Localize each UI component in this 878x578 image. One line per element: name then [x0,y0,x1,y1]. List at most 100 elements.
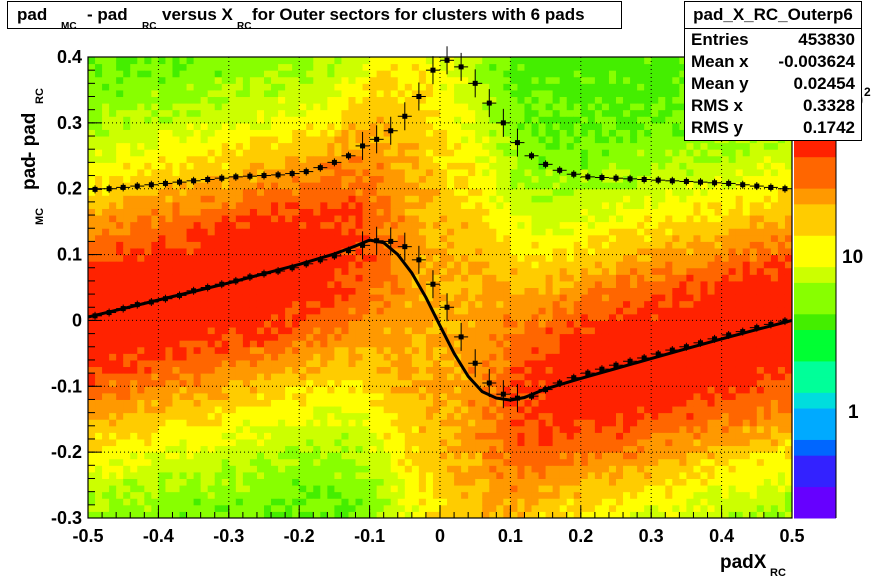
heatmap-cell [517,168,525,177]
heatmap-cell [207,346,216,354]
heatmap-cell [447,432,455,440]
heatmap-cell [123,346,131,354]
heatmap-cell [271,241,279,249]
heatmap-cell [432,425,441,433]
heatmap-cell [88,89,96,98]
heatmap-cell [137,419,145,427]
heatmap-cell [278,195,286,203]
heatmap-cell [355,327,364,335]
heatmap-cell [376,438,385,447]
heatmap-cell [165,359,173,368]
heatmap-cell [256,162,265,170]
heatmap-cell [102,168,110,177]
heatmap-cell [271,155,279,163]
heatmap-cell [475,406,483,414]
heatmap-cell [552,175,561,183]
heatmap-cell [397,498,406,506]
heatmap-cell [249,63,258,71]
heatmap-cell [454,491,462,499]
heatmap-cell [235,366,244,374]
heatmap-cell [313,471,321,479]
heatmap-cell [172,122,181,130]
heatmap-cell [88,386,96,394]
heatmap-cell [116,340,124,348]
heatmap-cell [151,149,159,157]
heatmap-cell [285,445,293,453]
heatmap-cell [376,215,385,223]
heatmap-cell [475,70,483,78]
heatmap-cell [341,504,349,512]
heatmap-cell [179,478,188,486]
heatmap-cell [468,327,476,335]
heatmap-cell [235,333,244,341]
heatmap-cell [137,162,145,170]
heatmap-cell [461,379,469,387]
heatmap-cell [531,412,540,420]
heatmap-cell [573,307,582,315]
heatmap-cell [144,392,152,400]
heatmap-cell [256,353,265,361]
heatmap-cell [580,300,589,308]
heatmap-cell [418,333,427,341]
heatmap-cell [334,274,342,282]
heatmap-cell [334,234,342,242]
heatmap-cell [376,208,385,216]
heatmap-cell [545,340,554,348]
heatmap-cell [214,241,223,249]
heatmap-cell [207,485,216,493]
heatmap-cell [454,221,462,229]
heatmap-cell [489,221,497,229]
heatmap-cell [454,485,462,493]
heatmap-cell [418,76,427,84]
heatmap-cell [397,116,406,124]
heatmap-cell [306,116,314,124]
heatmap-cell [214,142,223,150]
heatmap-cell [320,359,328,368]
heatmap-cell [362,504,371,512]
heatmap-cell [461,149,469,157]
heatmap-cell [538,116,547,124]
heatmap-cell [228,340,237,348]
heatmap-cell [376,406,385,414]
heatmap-cell [228,136,237,144]
heatmap-cell [538,359,547,368]
heatmap-cell [88,142,96,150]
heatmap-cell [383,57,392,65]
heatmap-cell [193,438,202,447]
heatmap-cell [320,300,328,308]
heatmap-cell [306,195,314,203]
heatmap-cell [186,168,195,177]
heatmap-cell [172,419,181,427]
heatmap-cell [538,195,547,203]
heatmap-cell [299,432,307,440]
heatmap-cell [397,228,406,236]
heatmap-cell [95,399,103,407]
heatmap-cell [221,313,230,321]
heatmap-cell [390,228,399,236]
heatmap-cell [369,182,378,190]
heatmap-cell [264,116,272,124]
heatmap-cell [193,406,202,414]
heatmap-cell [130,294,138,302]
heatmap-cell [454,195,462,203]
heatmap-cell [538,122,547,130]
heatmap-cell [116,267,124,275]
heatmap-cell [432,452,441,460]
heatmap-cell [496,458,504,466]
heatmap-cell [242,504,251,512]
heatmap-cell [355,498,364,506]
heatmap-cell [496,313,504,321]
heatmap-cell [573,267,582,275]
heatmap-cell [489,116,497,124]
heatmap-cell [447,129,455,137]
heatmap-cell [397,392,406,400]
heatmap-cell [221,333,230,341]
heatmap-cell [299,83,307,91]
heatmap-cell [510,471,518,479]
heatmap-cell [137,504,145,512]
heatmap-cell [418,136,427,144]
heatmap-cell [144,57,152,65]
heatmap-cell [235,294,244,302]
heatmap-cell [573,300,582,308]
heatmap-cell [299,287,307,295]
